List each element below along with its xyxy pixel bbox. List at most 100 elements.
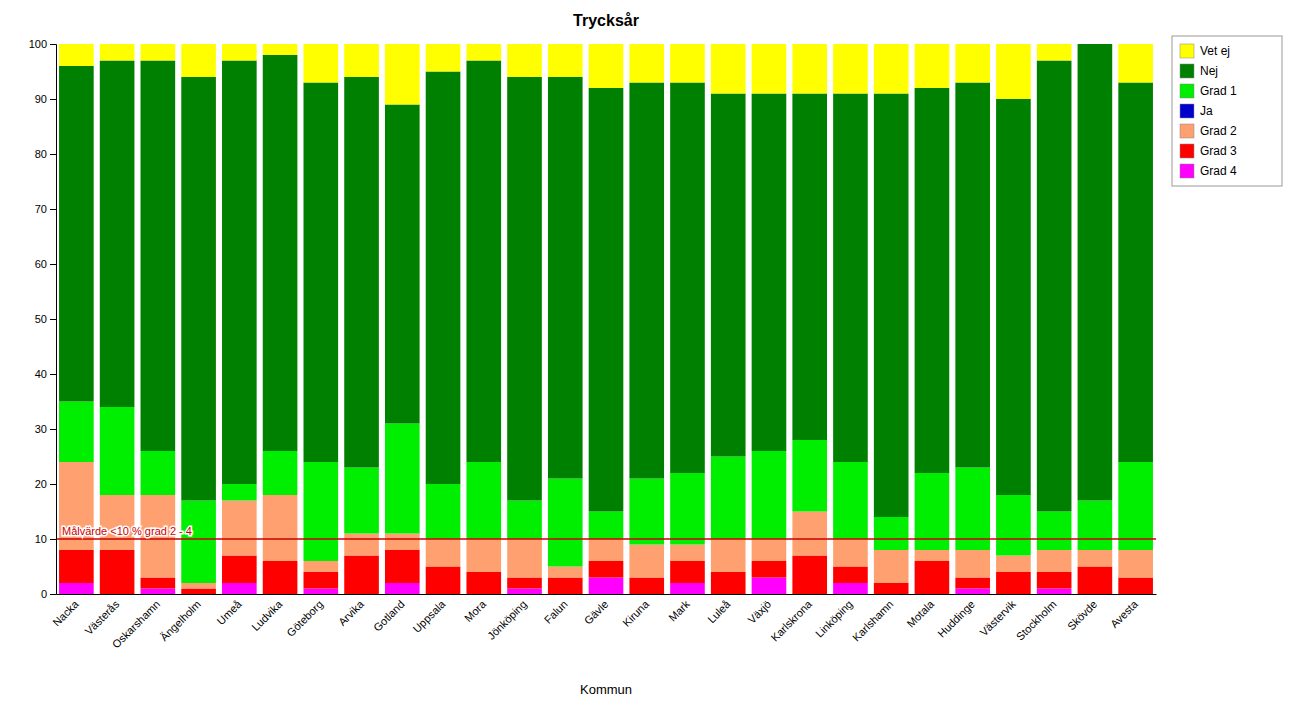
title: Trycksår	[573, 12, 639, 29]
legend-swatch	[1180, 124, 1194, 138]
bar-series	[59, 44, 1153, 517]
bar	[426, 72, 461, 485]
tick-label: Gävle	[582, 598, 611, 627]
tick-mark	[50, 374, 56, 375]
bar-series	[59, 44, 1153, 105]
bar	[263, 44, 298, 55]
bar	[629, 545, 664, 578]
legend-label: Grad 1	[1200, 84, 1237, 98]
bar	[955, 578, 990, 589]
bar	[1078, 567, 1113, 595]
bar	[833, 583, 868, 594]
tick: Falun	[542, 594, 570, 626]
bar	[792, 44, 827, 94]
tick-label: Gotland	[371, 598, 407, 634]
bar	[548, 479, 583, 567]
bar	[304, 561, 339, 572]
tick: Nacka	[50, 594, 81, 628]
bar	[222, 556, 257, 584]
bar	[955, 468, 990, 551]
bar	[304, 83, 339, 463]
bar	[100, 407, 135, 495]
bar	[1078, 501, 1113, 551]
tick-mark	[50, 594, 56, 595]
bar	[833, 44, 868, 94]
bar	[344, 556, 379, 595]
bar	[548, 567, 583, 578]
tick-label: Växjö	[745, 598, 773, 626]
bar	[1037, 61, 1072, 512]
tick-label: 80	[35, 148, 47, 160]
bar	[752, 578, 787, 595]
tick: Arvika	[336, 594, 367, 628]
bar	[874, 94, 909, 518]
bar	[222, 583, 257, 594]
bar	[874, 517, 909, 550]
bar	[304, 44, 339, 83]
x-axis-title: Kommun	[580, 682, 632, 697]
tick: 90	[35, 93, 56, 105]
bar	[670, 561, 705, 583]
bar	[711, 572, 746, 594]
bar	[59, 402, 94, 463]
tick-label: 10	[35, 533, 47, 545]
bar	[385, 583, 420, 594]
tick: Göteborg	[284, 594, 325, 639]
tick: 70	[35, 203, 56, 215]
tick: Huddinge	[935, 594, 977, 640]
tick: Linköping	[813, 594, 855, 640]
bar	[344, 534, 379, 556]
bar	[385, 424, 420, 534]
bar	[792, 512, 827, 556]
tick-label: 100	[29, 38, 47, 50]
bar	[629, 578, 664, 595]
tick-label: Västervik	[977, 598, 1018, 639]
tick: Luleå	[705, 594, 733, 625]
tick-label: Arvika	[336, 597, 367, 628]
tick-label: Mark	[666, 598, 692, 624]
bar	[1118, 44, 1153, 83]
bar	[263, 451, 298, 495]
tick: Umeå	[214, 594, 244, 627]
bar	[222, 61, 257, 485]
bar	[507, 589, 542, 595]
legend-swatch	[1180, 144, 1194, 158]
bar	[466, 539, 501, 572]
bar	[1078, 550, 1113, 567]
tick-label: 0	[41, 588, 47, 600]
tick: Ängelholm	[158, 594, 203, 643]
tick-label: Avesta	[1108, 597, 1141, 630]
tick-label: Göteborg	[284, 598, 325, 639]
bar	[996, 556, 1031, 573]
bar	[833, 539, 868, 567]
bar	[711, 44, 746, 94]
bar	[752, 94, 787, 452]
bar	[466, 44, 501, 61]
legend-item: Grad 3	[1180, 144, 1237, 158]
bar	[507, 44, 542, 77]
bar	[385, 105, 420, 424]
legend-label: Ja	[1200, 104, 1213, 118]
legend-swatch	[1180, 44, 1194, 58]
marks	[56, 44, 1156, 594]
bar	[181, 44, 216, 77]
tick-mark	[50, 539, 56, 540]
bar	[955, 550, 990, 578]
tick: 100	[29, 38, 56, 50]
bar	[833, 462, 868, 539]
tick: Jönköping	[485, 594, 529, 642]
bar	[507, 539, 542, 578]
legend-item: Ja	[1180, 104, 1213, 118]
tick-label: Luleå	[705, 597, 733, 625]
bar	[100, 61, 135, 408]
bar	[344, 468, 379, 534]
bar	[589, 512, 624, 540]
bar	[996, 99, 1031, 495]
bar	[752, 561, 787, 578]
legend-label: Grad 4	[1200, 164, 1237, 178]
legend-label: Vet ej	[1200, 44, 1230, 58]
legend-label: Grad 3	[1200, 144, 1237, 158]
bar	[1118, 550, 1153, 578]
bar	[466, 572, 501, 594]
bar	[1037, 44, 1072, 61]
